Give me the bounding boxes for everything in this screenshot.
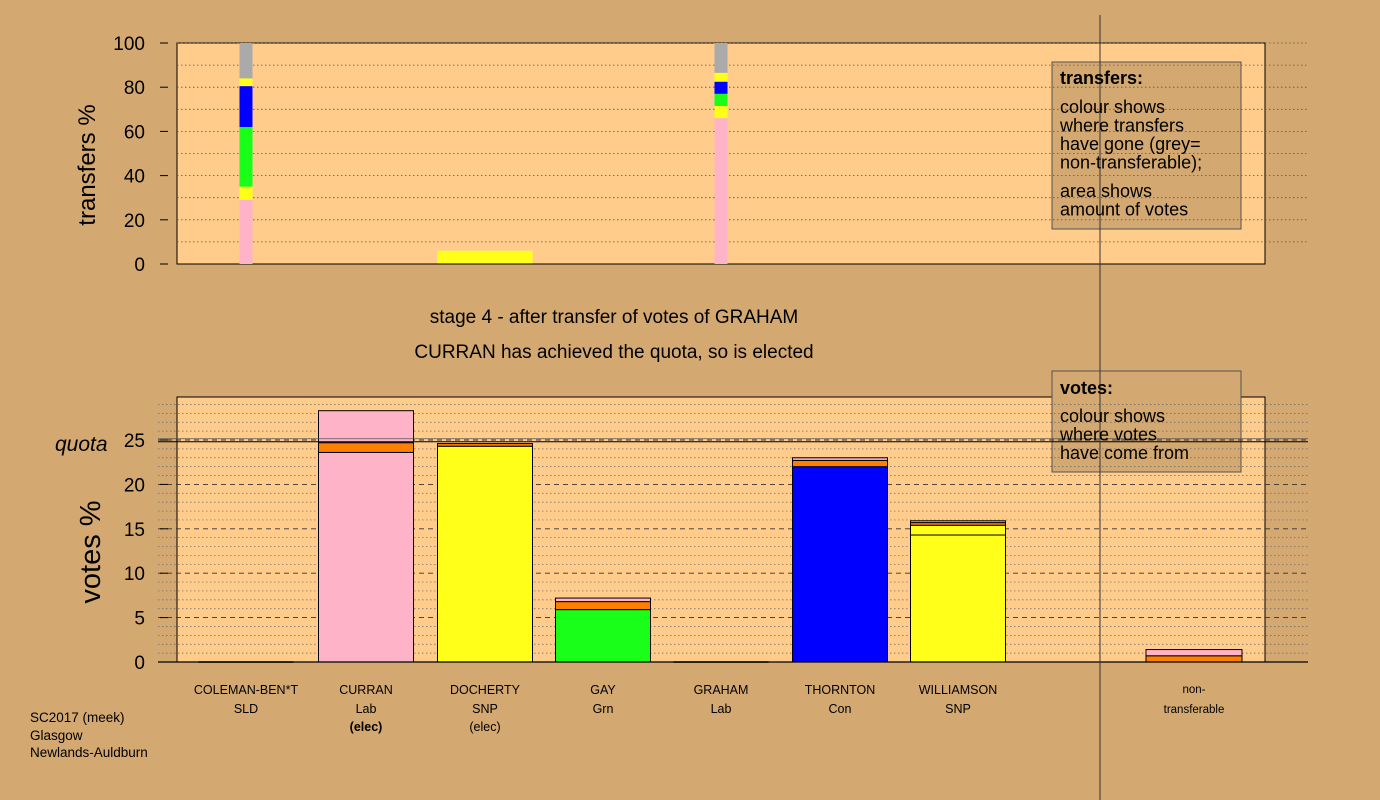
stage-subtitle: CURRAN has achieved the quota, so is ele… xyxy=(414,342,813,363)
transfers-y-tick-label: 40 xyxy=(124,167,145,188)
vote-segment-williamson xyxy=(910,534,1006,663)
vote-segment-gay xyxy=(555,601,651,611)
vote-segment-docherty xyxy=(437,443,533,447)
source-line-ward: Newlands-Auldburn xyxy=(30,745,148,760)
transfer-segment-docherty xyxy=(437,250,533,264)
transfers-y-tick-label: 20 xyxy=(124,211,145,232)
nontransferable-label: non- xyxy=(1182,684,1205,696)
transfer-segment-graham xyxy=(714,105,728,119)
transfers-legend-title: transfers: xyxy=(1060,68,1143,88)
transfer-segment-graham xyxy=(714,118,728,264)
transfer-segment-graham xyxy=(714,93,728,106)
candidate-status-label: (elec) xyxy=(350,720,383,734)
nontransferable-segment xyxy=(1145,655,1243,663)
candidate-party-label: Lab xyxy=(356,702,377,716)
votes-y-tick-label: 25 xyxy=(124,431,145,452)
votes-y-axis-label: votes % xyxy=(75,500,107,603)
votes-legend-text: colour shows xyxy=(1060,406,1165,426)
transfer-segment-coleman-ben*t xyxy=(239,199,253,264)
candidate-name-label: WILLIAMSON xyxy=(919,683,998,697)
vote-segment-curran xyxy=(318,410,414,444)
votes-legend-box xyxy=(1051,370,1242,473)
vote-segment-williamson xyxy=(910,520,1006,524)
transfer-segment-graham xyxy=(714,81,728,94)
nontransferable-segment xyxy=(1145,649,1243,657)
votes-y-tick-label: 5 xyxy=(134,609,145,630)
votes-y-tick-label: 20 xyxy=(124,475,145,496)
transfers-legend-box xyxy=(1051,61,1242,230)
transfers-y-axis-label: transfers % xyxy=(74,104,101,225)
votes-y-tick-label: 15 xyxy=(124,520,145,541)
vote-segment-gay xyxy=(555,597,651,603)
transfers-legend-text: have gone (grey= xyxy=(1060,134,1201,154)
vote-segment-curran xyxy=(318,442,414,453)
transfers-legend-text: non-transferable); xyxy=(1060,153,1202,173)
transfer-segment-coleman-ben*t xyxy=(239,126,253,187)
vote-segment-curran xyxy=(318,451,414,663)
quota-label: quota xyxy=(55,433,108,456)
transfer-segment-coleman-ben*t xyxy=(239,186,253,200)
candidate-name-label: THORNTON xyxy=(805,683,876,697)
transfer-segment-graham xyxy=(714,72,728,82)
transfers-y-tick-label: 100 xyxy=(113,34,145,55)
votes-y-tick-label: 10 xyxy=(124,564,145,585)
vote-segment-williamson xyxy=(910,524,1006,536)
transfer-segment-coleman-ben*t xyxy=(239,78,253,87)
transfers-y-tick-label: 60 xyxy=(124,122,145,143)
candidate-status-label: (elec) xyxy=(469,720,500,734)
candidate-name-label: CURRAN xyxy=(339,683,392,697)
transfers-legend-text: amount of votes xyxy=(1060,200,1188,220)
vote-segment-thornton xyxy=(792,459,888,468)
vote-segment-gay xyxy=(555,609,651,663)
candidate-party-label: Lab xyxy=(711,702,732,716)
candidate-party-label: Grn xyxy=(593,702,614,716)
transfers-legend-text: colour shows xyxy=(1060,97,1165,117)
votes-y-tick-label: 0 xyxy=(134,653,145,674)
candidate-name-label: COLEMAN-BEN*T xyxy=(194,683,299,697)
candidate-name-label: DOCHERTY xyxy=(450,683,521,697)
votes-legend-text: where votes xyxy=(1059,425,1157,445)
transfers-legend-text: where transfers xyxy=(1059,116,1184,136)
candidate-party-label: SNP xyxy=(945,702,971,716)
votes-legend-text: have come from xyxy=(1060,443,1189,463)
candidate-name-label: GAY xyxy=(590,683,616,697)
transfer-segment-coleman-ben*t xyxy=(239,86,253,127)
vote-segment-thornton xyxy=(792,457,888,461)
transfer-segment-graham xyxy=(714,43,728,73)
transfers-legend-text: area shows xyxy=(1060,181,1152,201)
vote-segment-thornton xyxy=(792,466,888,663)
stage-title: stage 4 - after transfer of votes of GRA… xyxy=(430,307,799,328)
nontransferable-label: transferable xyxy=(1164,704,1225,716)
candidate-party-label: SLD xyxy=(234,702,258,716)
source-line-council: Glasgow xyxy=(30,727,83,743)
votes-legend-title: votes: xyxy=(1060,378,1113,398)
transfers-y-tick-label: 0 xyxy=(134,255,145,276)
candidate-name-label: GRAHAM xyxy=(694,683,749,697)
source-line-election: SC2017 (meek) xyxy=(30,710,125,725)
candidate-party-label: Con xyxy=(829,702,852,716)
vote-segment-docherty xyxy=(437,445,533,663)
source-caption: SC2017 (meek) Glasgow Newlands-Auldburn xyxy=(30,709,148,762)
transfer-segment-coleman-ben*t xyxy=(239,43,253,79)
candidate-party-label: SNP xyxy=(472,702,498,716)
transfers-y-tick-label: 80 xyxy=(124,78,145,99)
